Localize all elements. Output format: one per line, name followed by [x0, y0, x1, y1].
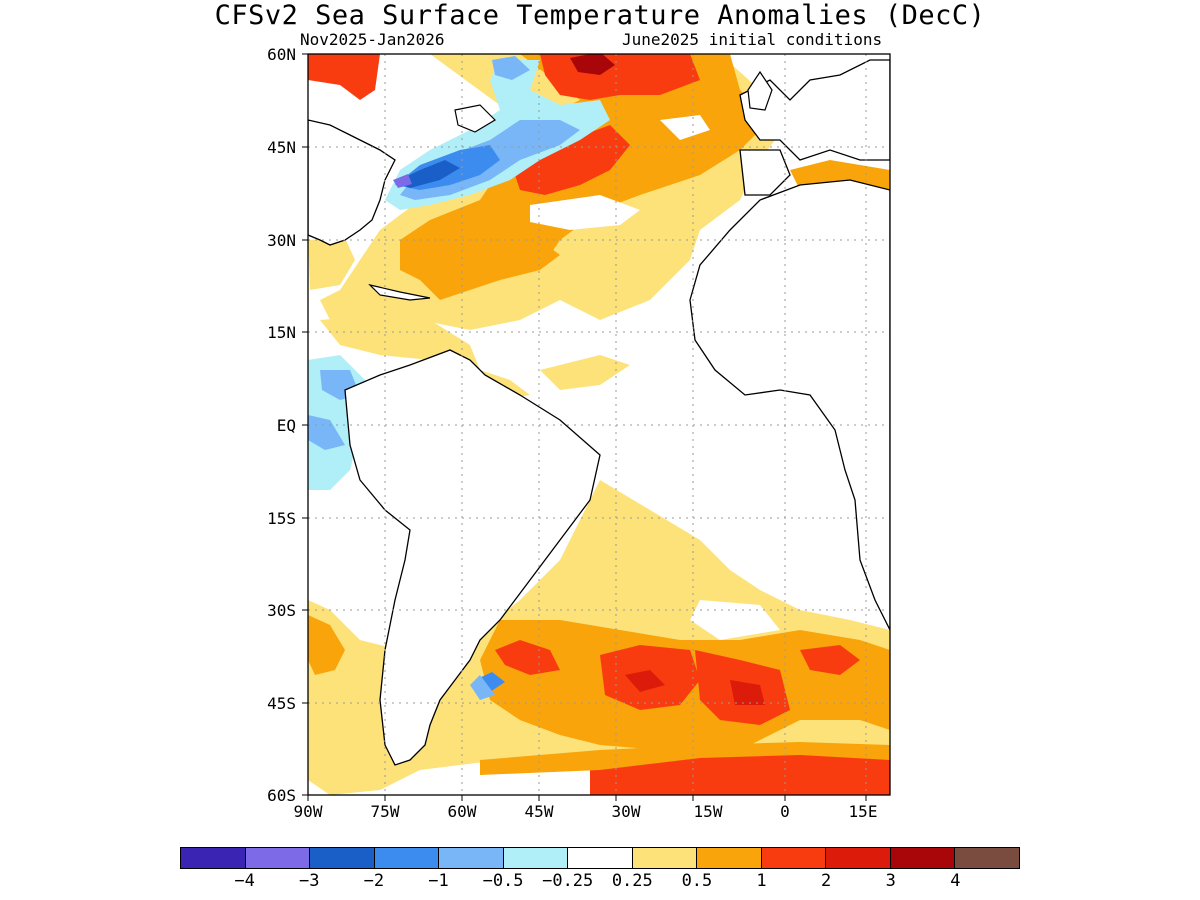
lat-label-15n: 15N [267, 323, 296, 342]
land-iberia [739, 149, 791, 196]
anomaly-region-labrador-blue [492, 56, 530, 80]
colorbar-label: 0.5 [681, 871, 713, 891]
colorbar-swatch [890, 848, 956, 868]
anomaly-region-subtropic-orange [470, 235, 560, 275]
lat-label-15s: 15S [267, 509, 296, 528]
lat-label-45n: 45N [267, 138, 296, 157]
colorbar-label: 3 [885, 871, 896, 891]
anomaly-region-nw-darkblue [395, 160, 460, 188]
land-newfoundland [454, 104, 496, 133]
colorbar-swatch [632, 848, 698, 868]
lon-label-45w: 45W [524, 802, 554, 821]
colorbar-label: −2 [363, 871, 385, 891]
colorbar-swatch [310, 848, 375, 868]
anomaly-region-north-maroon [570, 54, 615, 75]
lon-label-60w: 60W [447, 802, 477, 821]
anomaly-region-uruguay-blue [475, 672, 505, 692]
colorbar-label: −0.25 [542, 871, 594, 891]
lat-label-30n: 30N [267, 231, 296, 250]
anomaly-region-north-neutral-2 [660, 115, 710, 140]
land-cuba [368, 283, 431, 301]
colorbar-label: 4 [950, 871, 961, 891]
anomaly-region-tropic-yellow [540, 355, 630, 390]
colorbar-label: −0.5 [482, 871, 524, 891]
anomaly-region-nw-purple [393, 174, 412, 188]
land-europe [739, 59, 890, 161]
anomaly-region-south-red-4 [800, 645, 860, 675]
colorbar-swatch [761, 848, 827, 868]
colorbar-swatch [697, 848, 762, 868]
anomaly-region-pacific-lightblue-2 [308, 415, 345, 450]
anomaly-region-gulf-yellow [308, 238, 355, 290]
anomaly-region-south-red-1 [495, 640, 560, 675]
colorbar-label: −4 [234, 871, 255, 891]
axis-ticks [302, 53, 867, 801]
colorbar [180, 847, 1020, 869]
lon-label-90w: 90W [293, 802, 323, 821]
lon-label-15w: 15W [693, 802, 723, 821]
land-africa [689, 179, 890, 631]
map-title: CFSv2 Sea Surface Temperature Anomalies … [214, 0, 986, 31]
colorbar-swatch [955, 848, 1019, 868]
forecast-period: Nov2025-Jan2026 [300, 30, 445, 49]
lat-label-60s: 60S [267, 786, 296, 805]
lat-label-60n: 60N [267, 45, 296, 64]
lat-label-eq: EQ [276, 416, 296, 435]
colorbar-swatch [826, 848, 891, 868]
lon-label-30w: 30W [611, 802, 641, 821]
colorbar-label: −3 [298, 871, 320, 891]
land-north-america [308, 119, 396, 246]
land-south-america [344, 349, 601, 766]
anomaly-region-hudson-red [308, 54, 380, 100]
anomaly-region-uruguay-lightblue [470, 675, 495, 700]
colorbar-swatch [374, 848, 440, 868]
colorbar-swatch [568, 848, 633, 868]
lat-label-45s: 45S [267, 694, 296, 713]
land-british-isles [747, 70, 773, 111]
graticule [308, 54, 890, 795]
colorbar-label: −1 [428, 871, 449, 891]
lat-label-30s: 30S [267, 601, 296, 620]
initial-conditions: June2025 initial conditions [622, 30, 883, 49]
anomaly-region-south-darkred [625, 670, 665, 692]
colorbar-label: 1 [756, 871, 767, 891]
colorbar-swatch [503, 848, 569, 868]
colorbar-swatch [245, 848, 311, 868]
colorbar-label: 2 [821, 871, 832, 891]
anomaly-region-north-neutral [530, 195, 640, 230]
colorbar-label: 0.25 [611, 871, 653, 891]
anomaly-region-se-pacific-orange [308, 615, 345, 675]
lon-label-15e: 15E [848, 802, 878, 821]
lon-label-0: 0 [780, 802, 790, 821]
anomaly-region-southern-orange [480, 742, 890, 775]
lon-label-75w: 75W [370, 802, 400, 821]
anomaly-region-north-red-2 [515, 125, 630, 195]
colorbar-swatch [181, 848, 246, 868]
anomaly-region-south-darkred-2 [730, 680, 765, 705]
colorbar-swatch [439, 848, 504, 868]
anomaly-region-southern-band [590, 752, 890, 795]
